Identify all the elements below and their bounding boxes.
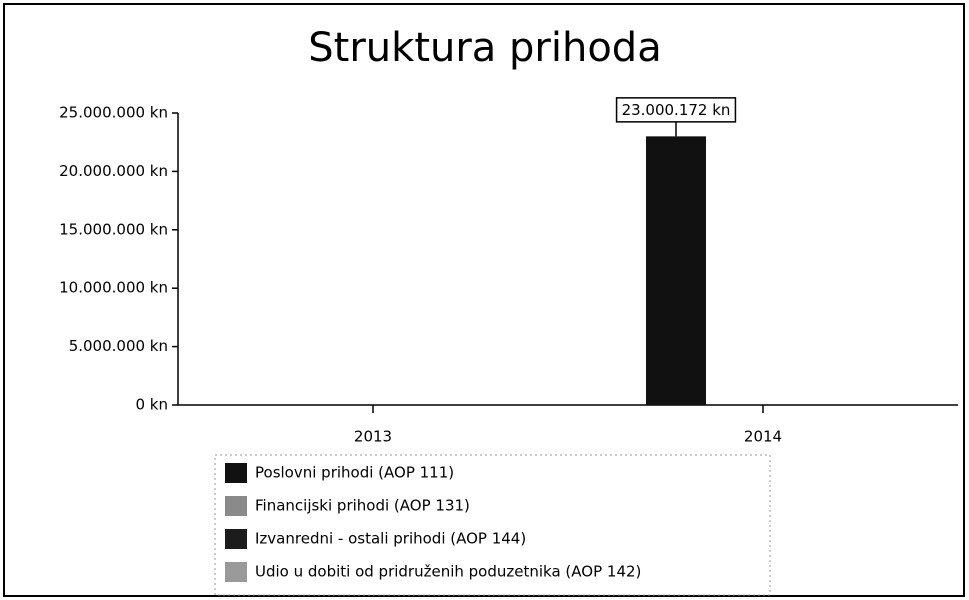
legend-label: Financijski prihodi (AOP 131): [255, 497, 470, 515]
legend-swatch: [225, 496, 247, 516]
data-label-box: [615, 97, 737, 123]
legend-label: Poslovni prihodi (AOP 111): [255, 464, 454, 482]
y-tick-label: 0 kn: [135, 396, 168, 414]
legend-label: Udio u dobiti od pridruženih poduzetnika…: [255, 563, 641, 581]
legend-swatch: [225, 529, 247, 549]
y-tick-label: 10.000.000 kn: [59, 279, 168, 297]
y-tick-label: 20.000.000 kn: [59, 162, 168, 180]
legend-swatch: [225, 463, 247, 483]
y-tick-label: 5.000.000 kn: [69, 337, 168, 355]
x-tick-label: 2014: [744, 428, 782, 446]
chart-title: Struktura prihoda: [308, 25, 661, 71]
x-tick-label: 2013: [354, 428, 392, 446]
y-tick-label: 15.000.000 kn: [59, 220, 168, 238]
data-label: 23.000.172 kn: [622, 101, 731, 119]
y-tick-label: 25.000.000 kn: [59, 104, 168, 122]
legend-swatch: [225, 562, 247, 582]
legend-label: Izvanredni - ostali prihodi (AOP 144): [255, 530, 526, 548]
chart-border: [3, 3, 965, 597]
bar: [646, 136, 706, 406]
legend-box: [214, 454, 771, 596]
